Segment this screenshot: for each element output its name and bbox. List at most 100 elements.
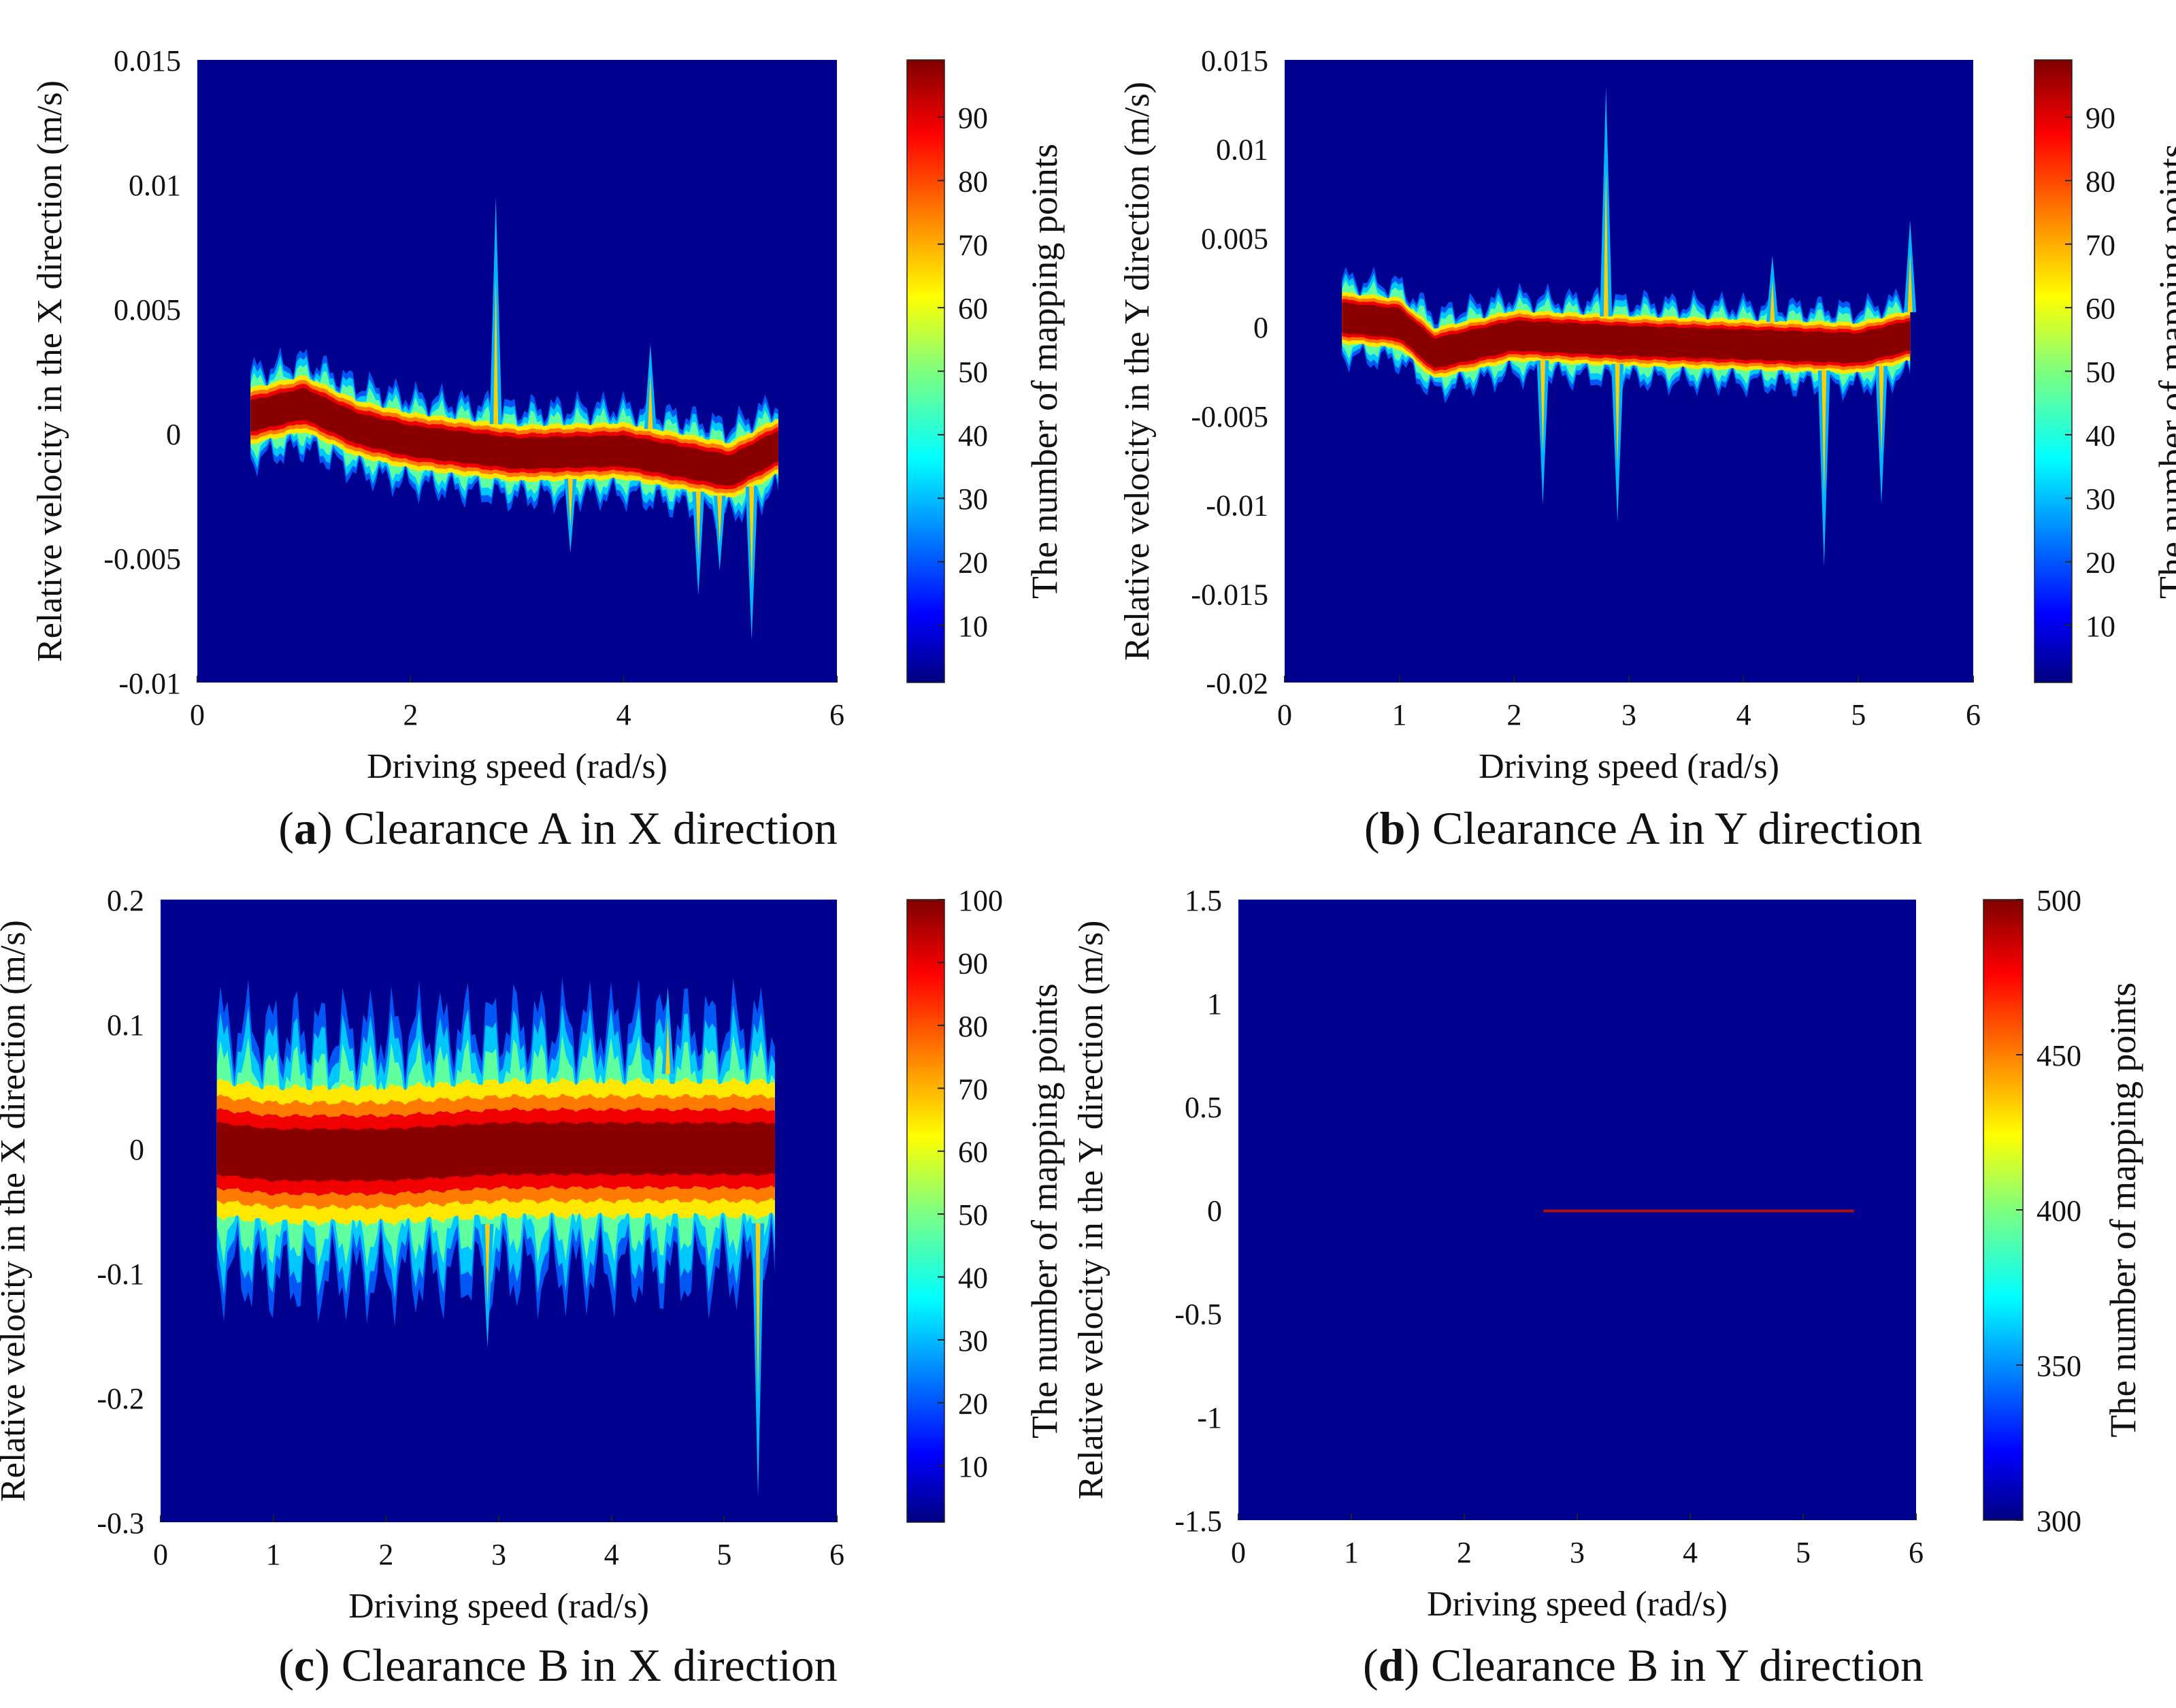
x-axis-label-c: Driving speed (rad/s) xyxy=(348,1587,649,1626)
colorbar-tick-label-a: 50 xyxy=(958,356,988,389)
band-core-c xyxy=(216,1121,775,1183)
xtick-label-c: 1 xyxy=(266,1538,281,1571)
colorbar-label-d: The number of mapping points xyxy=(2103,983,2143,1438)
caption-b: (b) Clearance A in Y direction xyxy=(1364,802,1922,854)
spike-core-c-1 xyxy=(484,1223,490,1305)
colorbar-tick-label-d: 400 xyxy=(2037,1194,2081,1228)
colorbar-tick-label-b: 30 xyxy=(2086,482,2115,516)
panel-d: 0 1 2 3 4 5 6 1.5 1 0.5 0 -0.5 -1 -1.5 Driving speed (… xyxy=(1072,884,2143,1691)
caption-text-a: ) Clearance A in X direction xyxy=(317,802,838,854)
plot-content-a xyxy=(250,197,778,640)
caption-letter-a: a xyxy=(294,802,317,854)
colorbar-tick-label-d: 450 xyxy=(2037,1039,2081,1072)
ytick-label-d: 0 xyxy=(1207,1194,1222,1228)
y-axis-label-a: Relative velocity in the X direction (m/… xyxy=(31,80,69,662)
xtick-label-b: 6 xyxy=(1966,698,1981,732)
caption-text-d: ) Clearance B in Y direction xyxy=(1404,1639,1924,1691)
xtick-label-b: 1 xyxy=(1392,698,1407,732)
ytick-label-c: 0.1 xyxy=(107,1008,144,1042)
ytick-label-c: 0.2 xyxy=(107,884,144,917)
xtick-label-d: 0 xyxy=(1231,1536,1246,1569)
x-axis-label-d: Driving speed (rad/s) xyxy=(1427,1585,1728,1624)
ytick-label-d: -1 xyxy=(1197,1401,1222,1434)
caption-letter-d: d xyxy=(1379,1639,1404,1691)
ytick-label-b: 0.015 xyxy=(1201,44,1268,78)
xtick-label-d: 6 xyxy=(1909,1536,1924,1569)
xtick-label-c: 4 xyxy=(604,1538,619,1571)
band-core-b xyxy=(1342,302,1911,368)
ytick-label-d: 0.5 xyxy=(1185,1091,1222,1124)
ytick-label-d: -1.5 xyxy=(1174,1505,1222,1538)
caption-text-c: ) Clearance B in X direction xyxy=(314,1639,838,1691)
spike-core-a-5 xyxy=(717,495,723,544)
caption-open-a: ( xyxy=(278,802,294,854)
caption-d: (d) Clearance B in Y direction xyxy=(1363,1639,1924,1691)
colorbar-tick-label-b: 40 xyxy=(2086,419,2115,453)
colorbar-tick-label-c: 10 xyxy=(958,1450,988,1483)
colorbar-label-a: The number of mapping points xyxy=(1024,144,1065,599)
ytick-label-d: 1 xyxy=(1207,987,1222,1021)
ytick-label-c: -0.2 xyxy=(97,1382,144,1415)
panel-a: 0 2 4 6 0.015 0.01 0.005 0 -0.005 -0.01 Driving sp… xyxy=(31,44,1065,854)
colorbar-tick-label-d: 300 xyxy=(2037,1505,2081,1538)
caption-open-c: ( xyxy=(278,1639,294,1691)
ytick-label-b: -0.02 xyxy=(1206,667,1268,700)
colorbar-tick-label-b: 80 xyxy=(2086,165,2115,198)
colorbar-tick-label-a: 10 xyxy=(958,610,988,643)
x-axis-label-b: Driving speed (rad/s) xyxy=(1479,747,1779,786)
x-axis-label-a: Driving speed (rad/s) xyxy=(367,747,667,786)
ytick-label-a: -0.005 xyxy=(103,542,181,576)
xtick-label-d: 2 xyxy=(1457,1536,1472,1569)
xtick-label-b: 3 xyxy=(1621,698,1636,732)
colorbar-tick-label-a: 90 xyxy=(958,101,988,135)
ytick-label-b: -0.01 xyxy=(1206,489,1268,523)
ytick-label-c: -0.3 xyxy=(97,1507,144,1540)
spike-core-b-2 xyxy=(1615,363,1620,467)
colorbar-tick-label-c: 80 xyxy=(958,1010,988,1043)
caption-text-b: ) Clearance A in Y direction xyxy=(1405,802,1922,854)
xtick-label-c: 3 xyxy=(491,1538,506,1571)
ytick-label-a: 0.005 xyxy=(114,293,181,327)
spike-core-a-2 xyxy=(749,487,755,587)
colorbar-tick-label-b: 20 xyxy=(2086,546,2115,580)
colorbar-tick-label-c: 90 xyxy=(958,947,988,980)
plot-content-b xyxy=(1342,86,1917,568)
colorbar-tick-label-a: 80 xyxy=(958,165,988,198)
ytick-label-c: 0 xyxy=(129,1133,144,1166)
colorbar-tick-label-a: 60 xyxy=(958,292,988,325)
colorbar-tick-label-a: 30 xyxy=(958,482,988,516)
colorbar-tick-label-b: 10 xyxy=(2086,610,2115,643)
colorbar-tick-label-b: 90 xyxy=(2086,101,2115,135)
colorbar-b xyxy=(2034,59,2073,683)
y-axis-label-d: Relative velocity in the Y direction (m/… xyxy=(1072,920,1110,1499)
colorbar-tick-label-c: 100 xyxy=(958,884,1003,917)
xtick-label-a: 0 xyxy=(190,698,205,732)
xtick-label-b: 5 xyxy=(1851,698,1866,732)
spike-core-b-3 xyxy=(1540,360,1545,455)
band-core-a xyxy=(250,387,778,486)
colorbar-tick-label-c: 50 xyxy=(958,1198,988,1232)
ytick-label-d: -0.5 xyxy=(1174,1298,1222,1331)
colorbar-tick-label-b: 50 xyxy=(2086,356,2115,389)
ytick-label-a: 0 xyxy=(166,418,181,451)
caption-letter-b: b xyxy=(1380,802,1406,854)
xtick-label-c: 2 xyxy=(378,1538,393,1571)
spike-core-a-1 xyxy=(648,374,653,429)
xtick-label-a: 4 xyxy=(616,698,631,732)
colorbar-label-b: The number of mapping points xyxy=(2152,144,2176,599)
ytick-label-d: 1.5 xyxy=(1185,884,1222,917)
colorbar-tick-label-c: 20 xyxy=(958,1387,988,1420)
y-axis-label-c: Relative velocity in the X direction (m/… xyxy=(0,920,33,1502)
spike-core-b-5 xyxy=(1907,252,1913,312)
xtick-label-c: 5 xyxy=(716,1538,731,1571)
ytick-label-a: -0.01 xyxy=(118,667,181,700)
caption-open-b: ( xyxy=(1364,802,1380,854)
ytick-label-c: -0.1 xyxy=(97,1258,144,1291)
xtick-label-c: 6 xyxy=(829,1538,844,1571)
spike-core-a-3 xyxy=(695,491,701,559)
spike-core-a-0 xyxy=(493,276,499,425)
ytick-label-a: 0.01 xyxy=(129,169,181,202)
colorbar-tick-label-c: 40 xyxy=(958,1262,988,1295)
caption-open-d: ( xyxy=(1363,1639,1379,1691)
